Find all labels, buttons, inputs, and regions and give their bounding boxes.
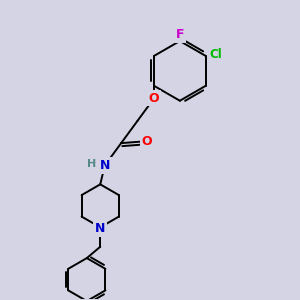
- Text: O: O: [142, 135, 152, 148]
- Text: F: F: [176, 28, 184, 41]
- Text: N: N: [95, 222, 105, 235]
- Text: Cl: Cl: [210, 48, 223, 61]
- Text: O: O: [149, 92, 159, 105]
- Text: H: H: [87, 159, 96, 169]
- Text: N: N: [100, 159, 110, 172]
